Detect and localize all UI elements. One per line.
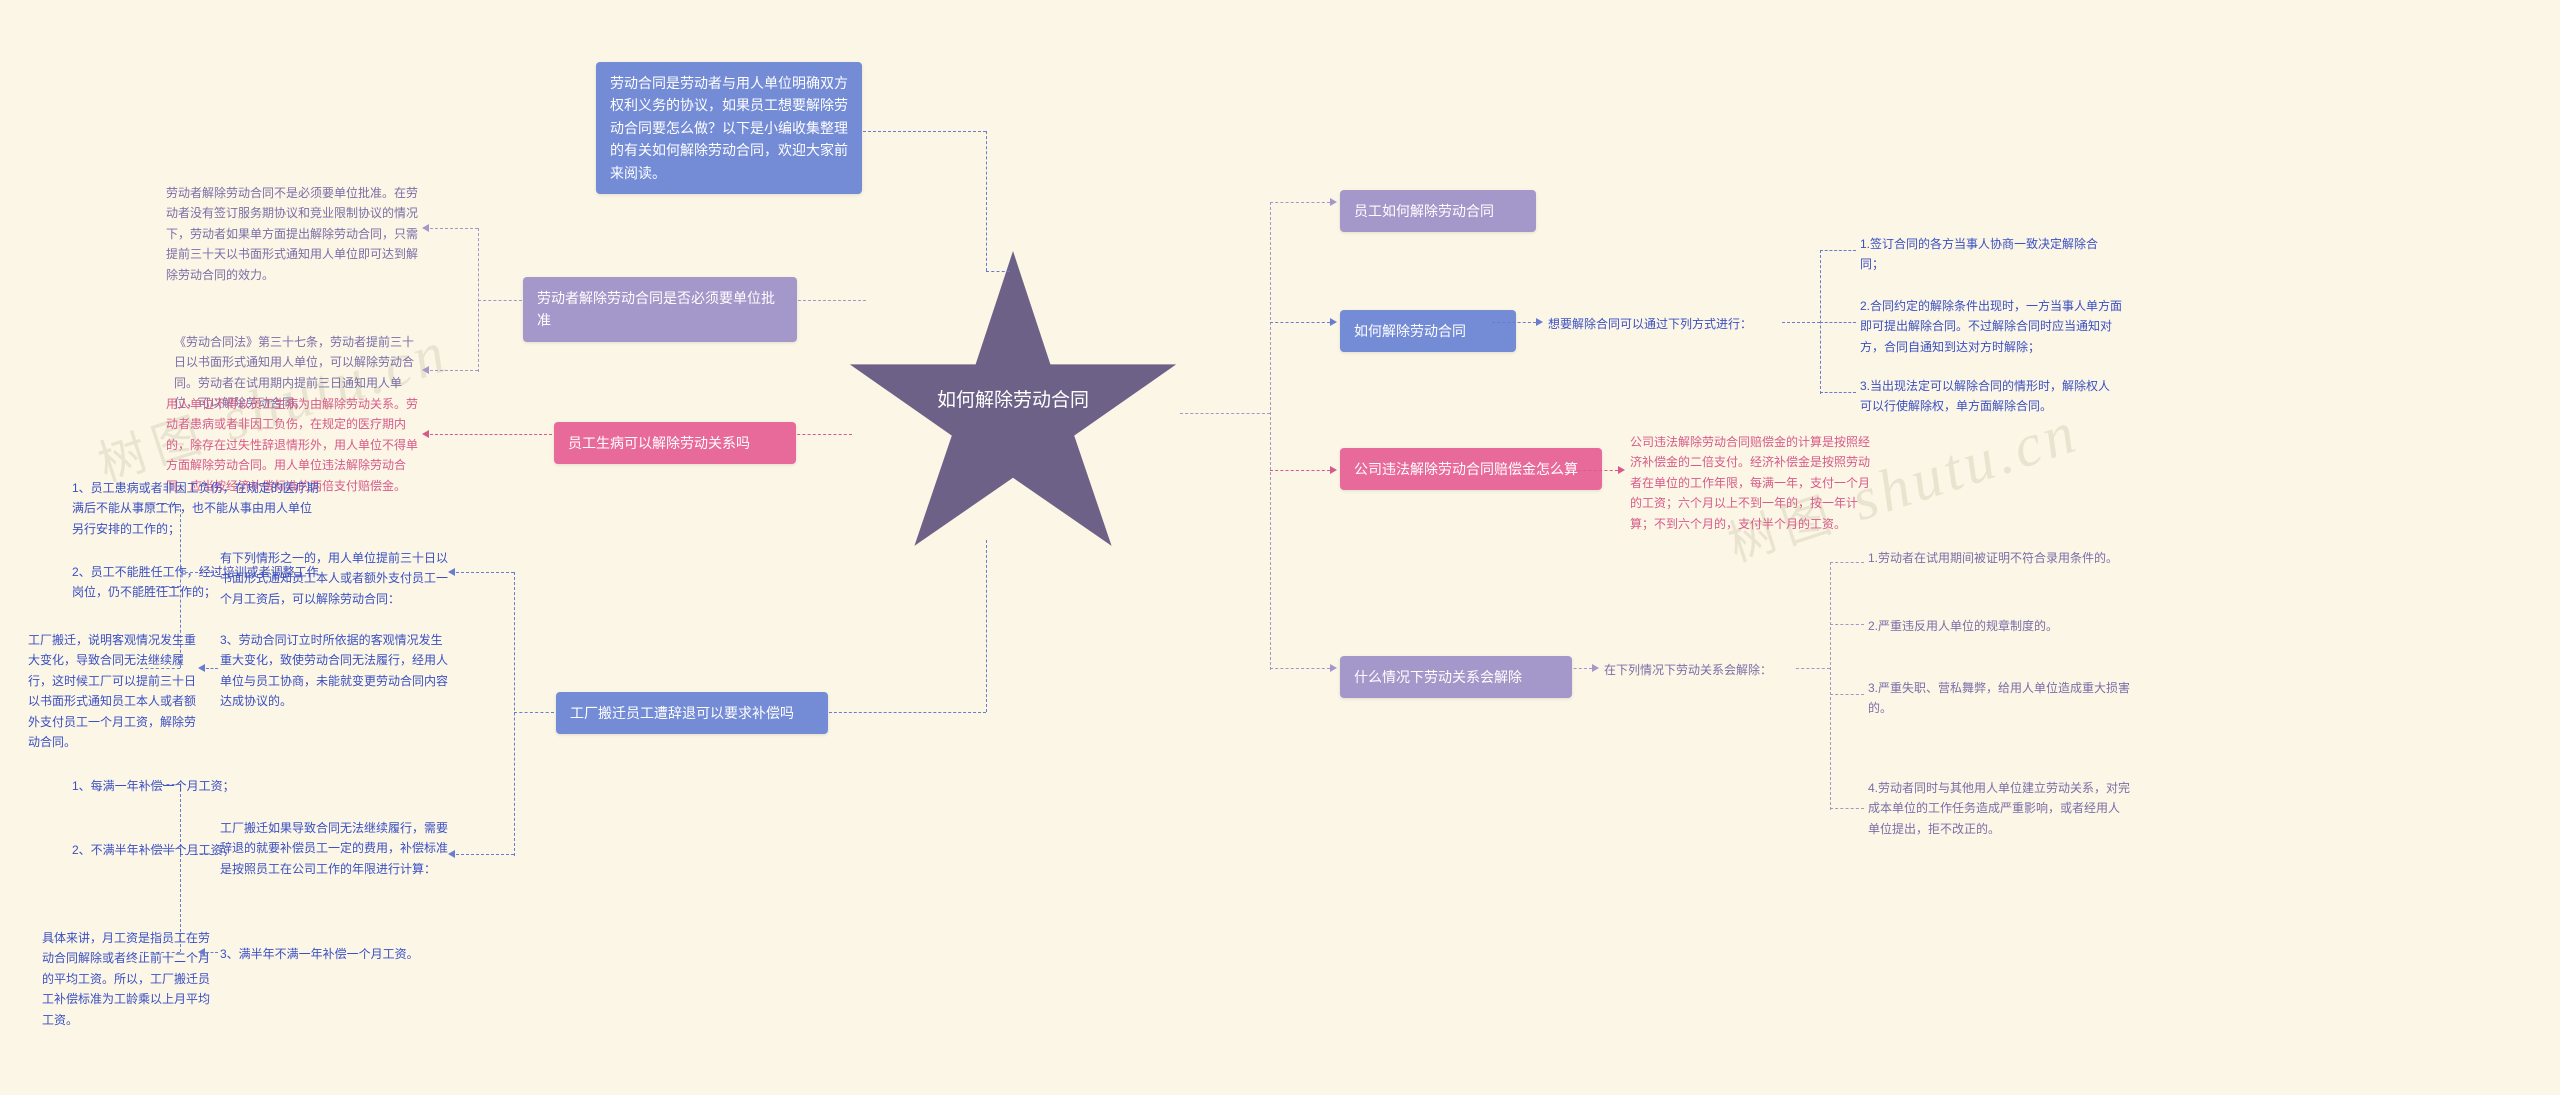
- r4-i1: 1.劳动者在试用期间被证明不符合录用条件的。: [1868, 548, 2130, 568]
- conn: [180, 784, 181, 952]
- conn: [1578, 470, 1618, 471]
- arrow: [198, 664, 205, 672]
- conn: [430, 434, 552, 435]
- relocate-c3: 3、劳动合同订立时所依据的客观情况发生重大变化，致使劳动合同无法履行，经用人单位…: [220, 630, 450, 712]
- conn: [430, 228, 478, 229]
- r2-lead: 想要解除合同可以通过下列方式进行：: [1548, 314, 1778, 334]
- r4-i2: 2.严重违反用人单位的规章制度的。: [1868, 616, 2130, 636]
- arrow: [422, 366, 429, 374]
- arrow: [198, 948, 205, 956]
- conn: [478, 228, 479, 372]
- conn: [1270, 470, 1330, 471]
- conn: [1796, 668, 1830, 669]
- r3-box: 公司违法解除劳动合同赔偿金怎么算: [1340, 448, 1602, 490]
- relocate-c3-tail: 工厂搬迁，说明客观情况发生重大变化，导致合同无法继续履行，这时候工厂可以提前三十…: [28, 630, 204, 752]
- conn: [1270, 202, 1271, 670]
- arrow: [1330, 198, 1337, 206]
- conn: [792, 434, 852, 435]
- conn: [798, 300, 866, 301]
- conn: [1782, 322, 1820, 323]
- conn: [986, 131, 987, 271]
- conn: [1270, 322, 1330, 323]
- relocate-comp1: 1、每满一年补偿一个月工资；: [72, 776, 272, 796]
- arrow: [1536, 318, 1543, 326]
- arrow: [1330, 318, 1337, 326]
- conn: [1820, 250, 1856, 251]
- r1-title: 员工如何解除劳动合同: [1354, 203, 1494, 219]
- mindmap-canvas: 树图 shutu.cn 树图 shutu.cn 如何解除劳动合同 劳动合同是劳动…: [0, 0, 2560, 1095]
- r2-i2: 2.合同约定的解除条件出现时，一方当事人单方面即可提出解除合同。不过解除合同时应…: [1860, 296, 2122, 357]
- conn: [1180, 413, 1270, 414]
- center-title: 如何解除劳动合同: [843, 385, 1183, 412]
- r2-title: 如何解除劳动合同: [1354, 323, 1466, 339]
- arrow: [1592, 664, 1599, 672]
- conn: [1548, 668, 1592, 669]
- conn: [1270, 668, 1330, 669]
- intro-box: 劳动合同是劳动者与用人单位明确双方权利义务的协议，如果员工想要解除劳动合同要怎么…: [596, 62, 862, 194]
- center-star: [843, 251, 1183, 575]
- conn: [140, 848, 180, 849]
- conn: [430, 370, 478, 371]
- arrow: [448, 850, 455, 858]
- r4-lead: 在下列情况下劳动关系会解除：: [1604, 660, 1794, 680]
- conn: [1820, 322, 1856, 323]
- r3-title: 公司违法解除劳动合同赔偿金怎么算: [1354, 461, 1578, 477]
- conn: [456, 572, 514, 573]
- arrow: [1330, 664, 1337, 672]
- conn: [206, 668, 218, 669]
- r4-i3: 3.严重失职、营私舞弊，给用人单位造成重大损害的。: [1868, 678, 2130, 719]
- relocate-comp3-tail: 具体来讲，月工资是指员工在劳动合同解除或者终止前十二个月的平均工资。所以，工厂搬…: [42, 928, 218, 1030]
- conn: [478, 300, 522, 301]
- r4-title: 什么情况下劳动关系会解除: [1354, 669, 1522, 685]
- conn: [1830, 624, 1864, 625]
- conn: [1492, 322, 1536, 323]
- relocate-c2: 2、员工不能胜任工作，经过培训或者调整工作岗位，仍不能胜任工作的；: [72, 562, 322, 603]
- conn: [1830, 808, 1864, 809]
- relocate-title: 工厂搬迁员工遭辞退可以要求补偿吗: [570, 705, 794, 721]
- conn: [858, 131, 986, 132]
- relocate-box: 工厂搬迁员工遭辞退可以要求补偿吗: [556, 692, 828, 734]
- arrow: [1330, 466, 1337, 474]
- r2-box: 如何解除劳动合同: [1340, 310, 1516, 352]
- conn: [1820, 392, 1856, 393]
- approval-p1: 劳动者解除劳动合同不是必须要单位批准。在劳动者没有签订服务期协议和竞业限制协议的…: [166, 183, 424, 285]
- conn: [1830, 562, 1864, 563]
- r1-box: 员工如何解除劳动合同: [1340, 190, 1536, 232]
- r3-p: 公司违法解除劳动合同赔偿金的计算是按照经济补偿金的二倍支付。经济补偿金是按照劳动…: [1630, 432, 1880, 534]
- r4-box: 什么情况下劳动关系会解除: [1340, 656, 1572, 698]
- conn: [1830, 694, 1864, 695]
- arrow: [1618, 466, 1625, 474]
- conn: [140, 784, 180, 785]
- relocate-comp3: 3、满半年不满一年补偿一个月工资。: [220, 944, 442, 964]
- relocate-comp2: 2、不满半年补偿半个月工资；: [72, 840, 272, 860]
- sick-box: 员工生病可以解除劳动关系吗: [554, 422, 796, 464]
- relocate-c1: 1、员工患病或者非因工负伤，在规定的医疗期满后不能从事原工作，也不能从事由用人单…: [72, 478, 322, 539]
- conn: [986, 540, 987, 712]
- sick-title: 员工生病可以解除劳动关系吗: [568, 435, 750, 451]
- approval-title: 劳动者解除劳动合同是否必须要单位批准: [537, 290, 775, 328]
- conn: [1830, 562, 1831, 810]
- r4-i4: 4.劳动者同时与其他用人单位建立劳动关系，对完成本单位的工作任务造成严重影响，或…: [1868, 778, 2130, 839]
- r2-i1: 1.签订合同的各方当事人协商一致决定解除合同；: [1860, 234, 2120, 275]
- conn: [986, 271, 1010, 272]
- r2-i3: 3.当出现法定可以解除合同的情形时，解除权人可以行使解除权，单方面解除合同。: [1860, 376, 2120, 417]
- arrow: [422, 430, 429, 438]
- conn: [206, 952, 218, 953]
- conn: [514, 712, 554, 713]
- conn: [824, 712, 986, 713]
- conn: [1270, 202, 1330, 203]
- intro-text: 劳动合同是劳动者与用人单位明确双方权利义务的协议，如果员工想要解除劳动合同要怎么…: [610, 75, 848, 181]
- approval-box: 劳动者解除劳动合同是否必须要单位批准: [523, 277, 797, 342]
- conn: [456, 854, 514, 855]
- conn: [514, 572, 515, 856]
